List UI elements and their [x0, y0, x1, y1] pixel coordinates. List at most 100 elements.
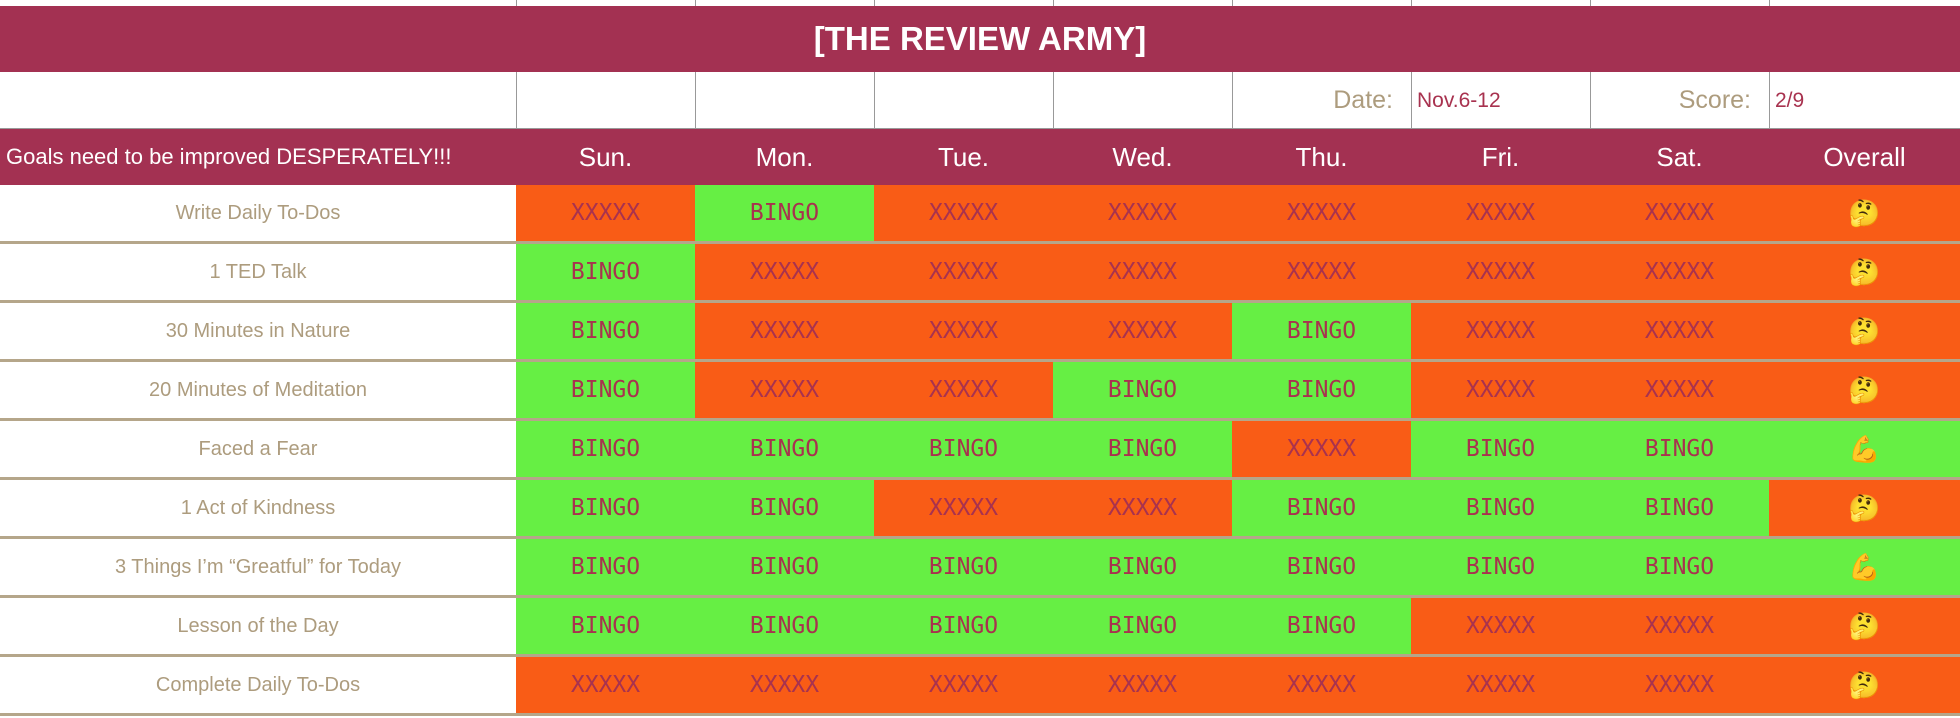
day-header: Thu. [1295, 141, 1348, 172]
cell: XXXXX [1590, 185, 1769, 241]
goal-name: Complete Daily To-Dos [155, 673, 361, 696]
grid-line [1053, 0, 1054, 6]
cell: XXXXX [1411, 598, 1590, 654]
day-header: Sun. [578, 141, 633, 172]
day-header: Fri. [1481, 141, 1520, 172]
cell: XXXXX [1232, 244, 1411, 300]
day-header: Tue. [937, 141, 990, 172]
cell: BINGO [1411, 480, 1590, 536]
cell: XXXXX [874, 185, 1053, 241]
cell: BINGO [516, 480, 695, 536]
cell: BINGO [1232, 303, 1411, 359]
cell: BINGO [516, 539, 695, 595]
grid-line [695, 0, 696, 6]
row-border [0, 654, 1960, 657]
cell: XXXXX [695, 657, 874, 713]
cell: XXXXX [874, 244, 1053, 300]
cell: BINGO [1411, 421, 1590, 477]
row-border [0, 300, 1960, 303]
cell: XXXXX [874, 657, 1053, 713]
header-band [0, 129, 1960, 185]
cell: XXXXX [1590, 244, 1769, 300]
overall-cell: 🤔 [1769, 480, 1960, 536]
cell: XXXXX [874, 303, 1053, 359]
cell: BINGO [695, 539, 874, 595]
grid-line [1411, 72, 1412, 129]
cell: BINGO [695, 185, 874, 241]
cell: XXXXX [1053, 185, 1232, 241]
cell: XXXXX [1590, 598, 1769, 654]
row-border [0, 477, 1960, 480]
overall-cell: 🤔 [1769, 244, 1960, 300]
grid-line [1411, 0, 1412, 6]
cell: XXXXX [516, 657, 695, 713]
cell: XXXXX [1232, 657, 1411, 713]
score-label: Score: [1678, 86, 1751, 114]
cell: BINGO [1232, 362, 1411, 418]
cell: XXXXX [695, 362, 874, 418]
cell: BINGO [516, 362, 695, 418]
cell: XXXXX [874, 362, 1053, 418]
cell: XXXXX [695, 303, 874, 359]
cell: BINGO [1053, 362, 1232, 418]
cell: XXXXX [695, 244, 874, 300]
grid-line [1590, 0, 1591, 6]
overall-cell: 🤔 [1769, 657, 1960, 713]
cell: BINGO [1232, 480, 1411, 536]
day-header: Mon. [755, 141, 814, 172]
cell: BINGO [874, 539, 1053, 595]
cell: BINGO [1053, 421, 1232, 477]
cell: BINGO [874, 598, 1053, 654]
grid-line [1232, 0, 1233, 6]
goal-header: Goals need to be improved DESPERATELY!!! [6, 144, 452, 169]
cell: XXXXX [1053, 657, 1232, 713]
overall-cell: 🤔 [1769, 598, 1960, 654]
grid-line [516, 72, 517, 129]
cell: BINGO [695, 598, 874, 654]
cell: XXXXX [1590, 657, 1769, 713]
grid-line [874, 72, 875, 129]
cell: BINGO [1411, 539, 1590, 595]
date-label: Date: [1333, 86, 1393, 114]
grid-line [1590, 72, 1591, 129]
overall-header: Overall [1823, 141, 1906, 172]
cell: XXXXX [1411, 244, 1590, 300]
goal-name: 30 Minutes in Nature [165, 319, 351, 342]
goal-name: 3 Things I’m “Greatful” for Today [114, 555, 402, 578]
cell: BINGO [695, 421, 874, 477]
score-value: 2/9 [1775, 88, 1805, 112]
grid-line [1232, 72, 1233, 129]
row-border [0, 241, 1960, 244]
cell: XXXXX [516, 185, 695, 241]
grid-line [516, 0, 517, 6]
row-border [0, 128, 1960, 129]
grid-line [1053, 72, 1054, 129]
overall-cell: 🤔 [1769, 185, 1960, 241]
cell: XXXXX [874, 480, 1053, 536]
cell: BINGO [1590, 421, 1769, 477]
title-band: [THE REVIEW ARMY] [0, 6, 1960, 72]
cell: BINGO [1053, 539, 1232, 595]
cell: XXXXX [1411, 185, 1590, 241]
cell: BINGO [874, 421, 1053, 477]
day-header: Wed. [1112, 141, 1173, 172]
row-border [0, 595, 1960, 598]
day-header: Sat. [1656, 141, 1703, 172]
goal-name: 20 Minutes of Meditation [149, 378, 367, 401]
grid-line [695, 72, 696, 129]
row-border [0, 536, 1960, 539]
cell: BINGO [1590, 480, 1769, 536]
cell: XXXXX [1411, 362, 1590, 418]
cell: XXXXX [1590, 362, 1769, 418]
goal-name: Write Daily To-Dos [175, 201, 341, 224]
cell: BINGO [516, 598, 695, 654]
cell: XXXXX [1053, 303, 1232, 359]
cell: BINGO [695, 480, 874, 536]
cell: XXXXX [1411, 303, 1590, 359]
cell: XXXXX [1411, 657, 1590, 713]
goal-name: Lesson of the Day [177, 614, 339, 637]
cell: XXXXX [1053, 244, 1232, 300]
grid-line [1769, 72, 1770, 129]
overall-cell: 💪 [1769, 421, 1960, 477]
